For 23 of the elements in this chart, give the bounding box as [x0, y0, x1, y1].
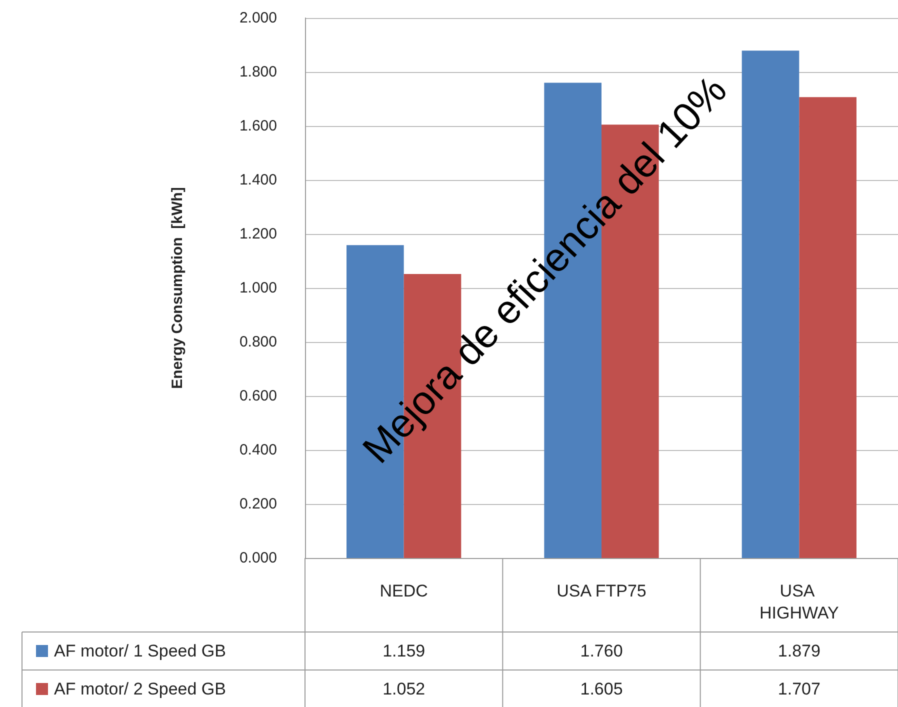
- data-label: 1.760: [580, 642, 623, 660]
- y-tick-label: 0.000: [239, 550, 277, 566]
- y-tick-label: 1.600: [239, 118, 277, 134]
- y-tick-label: 0.200: [239, 496, 277, 512]
- data-label: 1.605: [580, 680, 623, 698]
- x-tick-label: USA HIGHWAY: [759, 582, 839, 622]
- y-tick-label: 1.000: [239, 280, 277, 296]
- x-tick-label: NEDC: [380, 582, 428, 600]
- y-tick-label: 1.800: [239, 64, 277, 80]
- data-label: 1.707: [778, 680, 820, 698]
- x-tick-label: USA FTP75: [556, 582, 646, 600]
- y-tick-label: 1.400: [239, 172, 277, 188]
- y-tick-label: 2.000: [239, 10, 277, 26]
- legend-label: AF motor/ 1 Speed GB: [54, 642, 226, 660]
- y-tick-label: 0.800: [239, 334, 277, 350]
- legend-label: AF motor/ 2 Speed GB: [54, 680, 226, 698]
- y-tick-label: 1.200: [239, 226, 277, 242]
- data-label: 1.052: [382, 680, 426, 698]
- y-axis-title: Energy Consumption [kWh]: [169, 187, 186, 389]
- data-label: 1.879: [778, 642, 820, 660]
- data-label: 1.159: [382, 642, 426, 660]
- y-tick-label: 0.600: [239, 388, 277, 404]
- y-tick-label: 0.400: [239, 442, 277, 458]
